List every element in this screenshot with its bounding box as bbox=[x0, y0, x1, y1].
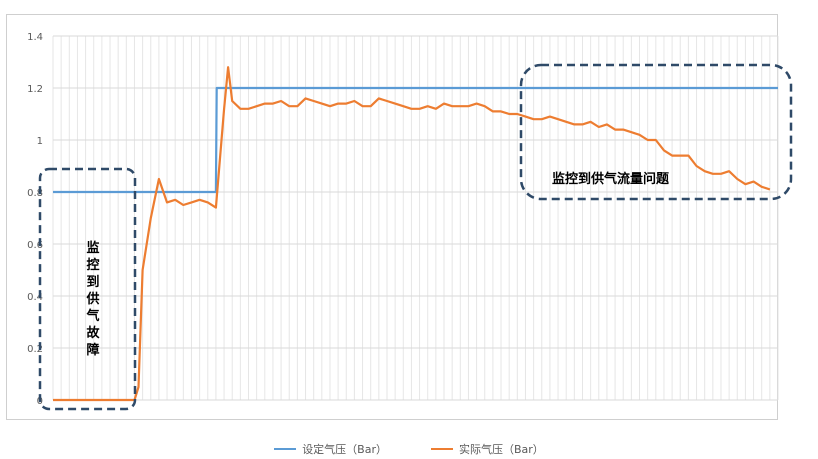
legend-label-setpoint: 设定气压（Bar） bbox=[302, 443, 387, 456]
y-tick-label: 0.2 bbox=[27, 344, 43, 355]
legend-label-actual: 实际气压（Bar） bbox=[459, 443, 544, 456]
fault-annotation-label: 监控到供气故障 bbox=[86, 241, 100, 358]
y-tick-label: 0.4 bbox=[27, 292, 43, 303]
y-tick-label: 1 bbox=[37, 136, 43, 147]
legend-item-setpoint: 设定气压（Bar） bbox=[274, 441, 387, 457]
y-tick-label: 0.8 bbox=[27, 188, 43, 199]
fault-annotation-box bbox=[38, 167, 137, 411]
actual-pressure-line bbox=[53, 66, 771, 402]
flow-annotation-box bbox=[519, 63, 793, 201]
flow-annotation-label: 监控到供气流量问题 bbox=[552, 172, 670, 187]
legend-swatch-actual bbox=[431, 448, 453, 450]
y-tick-label: 1.2 bbox=[27, 84, 43, 95]
legend-item-actual: 实际气压（Bar） bbox=[431, 441, 544, 457]
y-tick-label: 0.6 bbox=[27, 240, 43, 251]
y-tick-label: 1.4 bbox=[27, 32, 43, 43]
chart-legend: 设定气压（Bar） 实际气压（Bar） bbox=[0, 441, 818, 457]
legend-swatch-setpoint bbox=[274, 448, 297, 450]
